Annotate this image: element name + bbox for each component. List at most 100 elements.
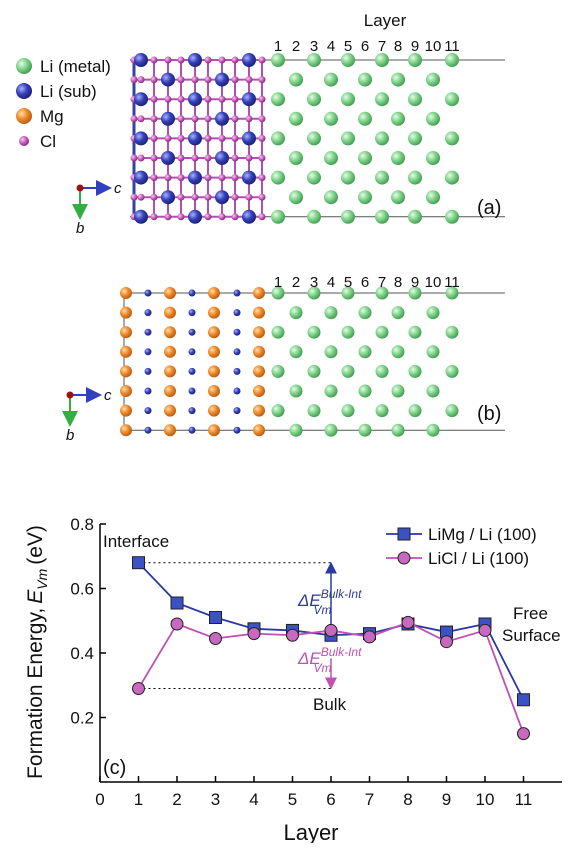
atom: [376, 365, 389, 378]
atom: [164, 405, 176, 417]
atom: [234, 388, 241, 395]
x-tick-label: 3: [211, 790, 220, 809]
atom: [164, 424, 176, 436]
layer-number: 7: [378, 38, 386, 55]
atom: [145, 348, 152, 355]
atom: [208, 405, 220, 417]
atom: [308, 326, 321, 339]
atom: [232, 155, 239, 162]
atom: [138, 194, 145, 201]
layer-number: 3: [310, 274, 318, 291]
atom: [272, 365, 285, 378]
atom: [234, 290, 241, 297]
panel-label: (a): [477, 197, 501, 219]
atom: [253, 307, 265, 319]
atom: [151, 57, 158, 64]
atom: [289, 151, 303, 165]
atom: [253, 405, 265, 417]
atom: [205, 155, 212, 162]
atom: [290, 345, 303, 358]
marker: [441, 636, 453, 648]
atom: [120, 385, 132, 397]
atom: [120, 405, 132, 417]
atom: [271, 53, 285, 67]
atom-legend-label: Li (sub): [40, 82, 97, 101]
axis-letter: b: [76, 220, 84, 237]
atom: [215, 112, 229, 126]
annotation: (c): [103, 757, 126, 779]
atom: [208, 385, 220, 397]
atom: [208, 365, 220, 377]
atom: [376, 404, 389, 417]
atom: [246, 194, 253, 201]
atom: [259, 115, 266, 122]
atom: [271, 210, 285, 224]
annotation: Interface: [103, 532, 169, 551]
atom: [234, 407, 241, 414]
layer-number: 5: [344, 38, 352, 55]
atom: [445, 131, 459, 145]
atom: [271, 171, 285, 185]
atom: [215, 151, 229, 165]
atom: [131, 155, 138, 162]
atom: [325, 385, 338, 398]
atom: [219, 57, 226, 64]
atom: [120, 326, 132, 338]
atom: [242, 131, 256, 145]
atom: [253, 287, 265, 299]
atom: [164, 365, 176, 377]
atom: [426, 151, 440, 165]
atom: [178, 57, 185, 64]
atom: [259, 57, 266, 64]
atom: [215, 73, 229, 87]
atom: [151, 213, 158, 220]
x-tick-label: 1: [134, 790, 143, 809]
atom: [427, 345, 440, 358]
atom: [307, 53, 321, 67]
atom: [178, 76, 185, 83]
atom: [242, 53, 256, 67]
atom: [189, 329, 196, 336]
atom: [161, 73, 175, 87]
atom: [151, 96, 158, 103]
atom: [242, 92, 256, 106]
atom: [189, 407, 196, 414]
atom: [253, 346, 265, 358]
atom: [308, 404, 321, 417]
marker: [402, 616, 414, 628]
layer-number: 2: [292, 274, 300, 291]
atom: [208, 287, 220, 299]
atom-legend-label: Cl: [40, 132, 56, 151]
atom: [392, 385, 405, 398]
atom: [205, 174, 212, 181]
axis-letter: c: [104, 387, 112, 404]
atom: [289, 190, 303, 204]
layer-number: 10: [425, 38, 442, 55]
atom: [408, 53, 422, 67]
layer-number: 4: [327, 274, 335, 291]
layer-number: 1: [274, 274, 282, 291]
atom: [259, 76, 266, 83]
atom: [161, 151, 175, 165]
y-tick-label: 0.4: [70, 644, 94, 663]
atom: [138, 115, 145, 122]
atom: [134, 131, 148, 145]
atom: [189, 368, 196, 375]
annotation: Free: [513, 604, 548, 623]
atom: [375, 53, 389, 67]
marker: [479, 624, 491, 636]
atom: [290, 306, 303, 319]
atom: [246, 76, 253, 83]
atom: [426, 73, 440, 87]
atom: [219, 174, 226, 181]
atom: [341, 53, 355, 67]
atom: [253, 385, 265, 397]
marker: [210, 632, 222, 644]
marker: [210, 612, 222, 624]
marker: [287, 629, 299, 641]
atom: [392, 306, 405, 319]
atom: [232, 135, 239, 142]
x-axis-title: Layer: [283, 820, 338, 843]
